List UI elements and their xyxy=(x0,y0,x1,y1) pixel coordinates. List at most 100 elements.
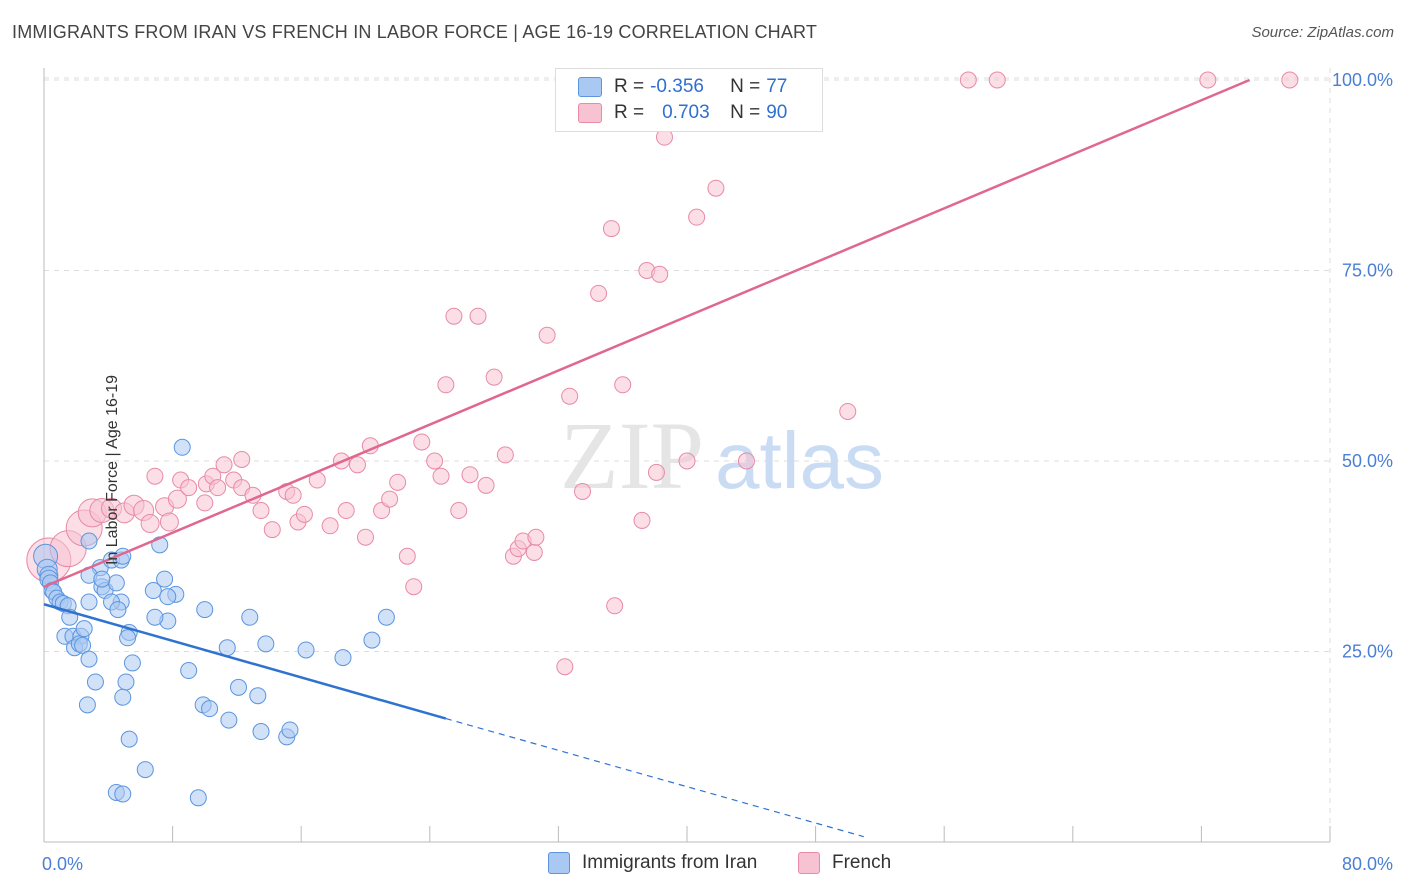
iran-point xyxy=(75,620,93,638)
iran-point xyxy=(93,570,111,588)
french-point xyxy=(1281,71,1299,89)
french-point xyxy=(469,307,487,325)
french-point xyxy=(209,479,227,497)
iran-point xyxy=(123,654,141,672)
french-point xyxy=(525,543,543,561)
iran-point xyxy=(201,700,219,718)
iran-point xyxy=(297,641,315,659)
french-point xyxy=(426,452,444,470)
iran-point xyxy=(117,673,135,691)
legend-swatch-french xyxy=(798,852,820,874)
french-point xyxy=(180,479,198,497)
iran-point xyxy=(220,711,238,729)
french-point xyxy=(405,578,423,596)
iran-point xyxy=(146,608,164,626)
legend-n-value: 90 xyxy=(766,102,788,123)
iran-point xyxy=(334,649,352,667)
y-tick-label: 100.0% xyxy=(1332,70,1393,90)
iran-point xyxy=(109,601,127,619)
french-point xyxy=(357,528,374,546)
iran-point xyxy=(136,761,154,779)
french-point xyxy=(839,402,857,420)
french-point xyxy=(215,456,233,474)
french-point xyxy=(538,326,556,344)
french-point xyxy=(556,658,574,676)
legend-n-label: N = xyxy=(730,76,761,97)
french-point xyxy=(337,502,355,520)
axes xyxy=(43,68,1331,843)
iran-trend-line xyxy=(43,603,447,720)
french-trend-line xyxy=(43,78,1251,588)
legend-r-label: R = xyxy=(614,102,645,123)
legend-row-iran: R = -0.356 N = 77 xyxy=(578,74,787,100)
stats-legend: R = -0.356 N = 77 R = 0.703 N = 90 xyxy=(555,68,823,132)
french-point xyxy=(496,446,514,464)
french-point xyxy=(561,387,579,405)
french-point xyxy=(574,482,592,500)
french-point xyxy=(196,494,214,512)
french-point xyxy=(707,179,725,197)
y-tick-label: 50.0% xyxy=(1342,451,1393,471)
iran-point xyxy=(252,723,270,741)
french-point xyxy=(432,467,450,485)
french-point xyxy=(252,502,270,520)
french-point xyxy=(477,476,495,494)
french-point xyxy=(485,368,503,386)
chart-title: IMMIGRANTS FROM IRAN VS FRENCH IN LABOR … xyxy=(12,22,818,42)
iran-trend-extension xyxy=(445,717,864,838)
x-tick-label-max: 80.0% xyxy=(1342,854,1393,874)
french-point xyxy=(602,220,620,238)
iran-point xyxy=(156,570,174,588)
legend-item-french[interactable]: French xyxy=(798,852,891,874)
french-point xyxy=(461,466,479,484)
iran-point xyxy=(173,438,191,456)
french-point xyxy=(606,597,624,615)
french-point xyxy=(647,463,665,481)
iran-point xyxy=(241,608,259,626)
french-point xyxy=(590,284,608,302)
iran-point xyxy=(114,785,132,803)
french-point xyxy=(167,489,187,509)
iran-point xyxy=(230,678,248,696)
iran-point xyxy=(120,730,138,748)
iran-point xyxy=(189,789,207,807)
iran-point xyxy=(144,582,162,600)
legend-r-value: 0.703 xyxy=(662,102,710,123)
french-point xyxy=(633,511,651,529)
trend-lines xyxy=(43,78,1251,838)
iran-point xyxy=(119,629,137,647)
french-point xyxy=(737,452,755,470)
legend-swatch-iran xyxy=(578,77,602,97)
legend-label-french: French xyxy=(832,852,892,873)
iran-point xyxy=(377,608,395,626)
legend-item-iran[interactable]: Immigrants from Iran xyxy=(548,852,757,874)
french-point xyxy=(389,473,407,491)
y-tick-label: 25.0% xyxy=(1342,642,1393,662)
french-point xyxy=(1199,71,1217,89)
legend-label-iran: Immigrants from Iran xyxy=(582,852,758,873)
french-point xyxy=(651,265,669,283)
iran-point xyxy=(218,639,236,657)
french-point xyxy=(614,376,632,394)
french-point xyxy=(445,307,463,325)
iran-point xyxy=(114,688,132,706)
french-point xyxy=(398,547,416,565)
french-point xyxy=(140,513,160,533)
french-point xyxy=(159,512,179,532)
french-point xyxy=(321,517,339,535)
iran-point xyxy=(86,673,104,691)
legend-r-label: R = xyxy=(614,76,645,97)
iran-point xyxy=(363,631,381,649)
french-point xyxy=(381,490,399,508)
french-point xyxy=(959,71,977,89)
iran-point xyxy=(159,588,177,606)
source-label: Source: ZipAtlas.com xyxy=(1251,24,1394,41)
iran-point xyxy=(78,696,96,714)
french-series xyxy=(26,69,1299,676)
grid-lines xyxy=(44,68,1331,842)
french-point xyxy=(988,71,1006,89)
iran-point xyxy=(257,635,275,653)
iran-point xyxy=(74,636,92,654)
french-point xyxy=(688,208,706,226)
iran-point xyxy=(80,650,98,668)
